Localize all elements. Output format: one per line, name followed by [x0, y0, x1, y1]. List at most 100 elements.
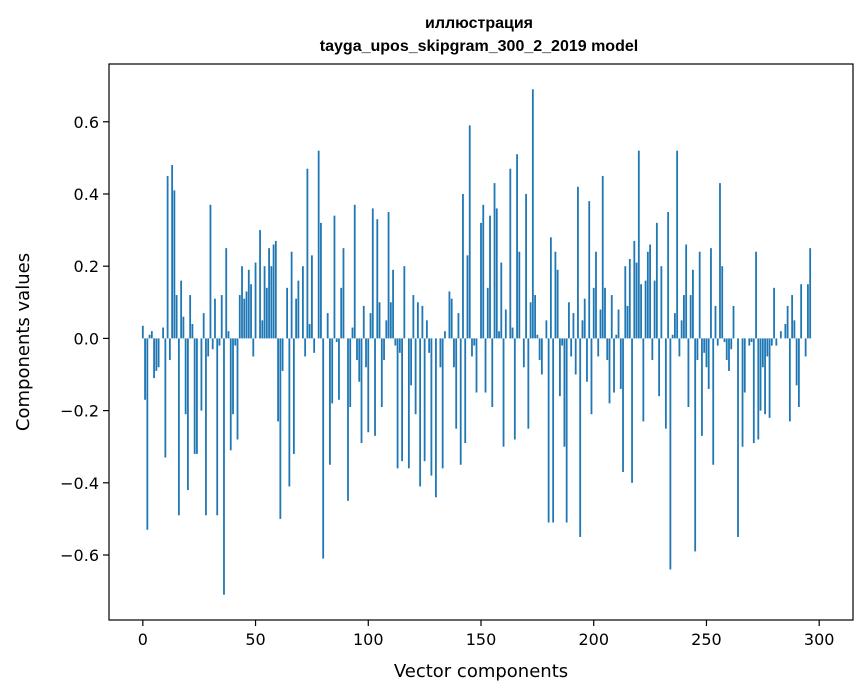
bar	[809, 248, 812, 339]
bar	[516, 154, 518, 339]
bar	[259, 230, 261, 339]
bar	[752, 338, 755, 444]
bar	[333, 215, 336, 339]
bar	[775, 338, 778, 346]
bar	[385, 320, 388, 339]
bar	[430, 338, 433, 476]
bar	[649, 244, 651, 339]
bar	[223, 338, 225, 595]
bar	[473, 338, 476, 346]
bar	[371, 208, 374, 339]
bar	[676, 150, 679, 339]
bar	[274, 240, 277, 339]
bar	[157, 338, 160, 368]
bar	[597, 338, 600, 357]
chart-title: иллюстрация	[425, 15, 533, 32]
bar	[225, 248, 228, 339]
bar	[387, 212, 390, 339]
bar	[349, 338, 352, 407]
bar	[761, 338, 764, 368]
bar	[261, 320, 264, 339]
bar	[807, 284, 809, 339]
bar	[624, 266, 627, 339]
bar	[613, 338, 615, 393]
bar	[574, 338, 577, 375]
bar	[428, 338, 431, 353]
y-tick-label: −0.4	[60, 474, 99, 493]
bar	[184, 338, 187, 415]
bar	[177, 338, 180, 516]
bar	[653, 280, 656, 339]
bar	[788, 338, 791, 422]
bar	[425, 320, 428, 339]
bar	[504, 309, 507, 339]
bar	[462, 193, 464, 339]
bar	[646, 251, 649, 339]
bar	[784, 323, 787, 339]
bar	[394, 338, 397, 346]
bar	[779, 331, 782, 339]
y-axis: −0.6 −0.4 −0.2 0.0 0.2 0.4 0.6	[60, 113, 109, 565]
bar	[313, 338, 316, 353]
bar	[457, 313, 460, 339]
bar	[383, 338, 385, 361]
bar	[671, 334, 674, 339]
bar	[795, 338, 798, 386]
bar	[712, 338, 715, 465]
bar	[766, 338, 769, 357]
bar	[475, 338, 478, 393]
bar	[556, 269, 559, 339]
chart-subtitle: tayga_upos_skipgram_300_2_2019 model	[320, 38, 638, 55]
bar	[493, 183, 496, 339]
bar	[311, 255, 313, 339]
bar	[685, 244, 688, 339]
bar	[146, 338, 149, 530]
bar	[540, 338, 543, 375]
bar	[531, 89, 534, 339]
bar	[243, 298, 246, 339]
bar	[800, 284, 803, 339]
x-tick-label: 250	[691, 630, 722, 649]
bar	[604, 287, 606, 339]
bar	[628, 258, 631, 339]
bar	[200, 338, 203, 411]
bar	[141, 325, 144, 339]
bar	[241, 266, 243, 339]
bar	[263, 266, 266, 339]
bar	[703, 338, 706, 353]
bar	[637, 150, 640, 339]
bar	[191, 323, 194, 339]
bar	[610, 295, 613, 339]
x-axis-label: Vector components	[394, 661, 568, 682]
bar	[599, 309, 602, 339]
y-tick-label: 0.4	[74, 185, 99, 204]
bar	[347, 338, 349, 501]
x-tick-label: 150	[466, 630, 497, 649]
bar	[719, 183, 721, 339]
bar	[689, 295, 692, 339]
y-tick-label: −0.6	[60, 546, 99, 565]
bar	[608, 338, 611, 404]
bar	[164, 338, 167, 458]
bar	[601, 175, 604, 339]
bar	[592, 287, 595, 339]
bar	[502, 338, 505, 447]
bar	[356, 338, 358, 361]
bar	[471, 338, 473, 357]
bar	[791, 295, 794, 339]
bar	[232, 338, 234, 415]
bar	[565, 338, 568, 523]
bar	[586, 338, 588, 382]
y-tick-label: 0.6	[74, 113, 99, 132]
bar	[786, 305, 789, 339]
bar	[482, 204, 485, 339]
bar	[392, 269, 394, 339]
bar	[444, 331, 446, 339]
bar	[202, 313, 205, 339]
bar	[205, 338, 207, 516]
bar	[793, 320, 796, 339]
bar	[196, 338, 198, 454]
bar	[651, 338, 654, 361]
bar	[301, 266, 304, 339]
bar	[279, 338, 282, 519]
